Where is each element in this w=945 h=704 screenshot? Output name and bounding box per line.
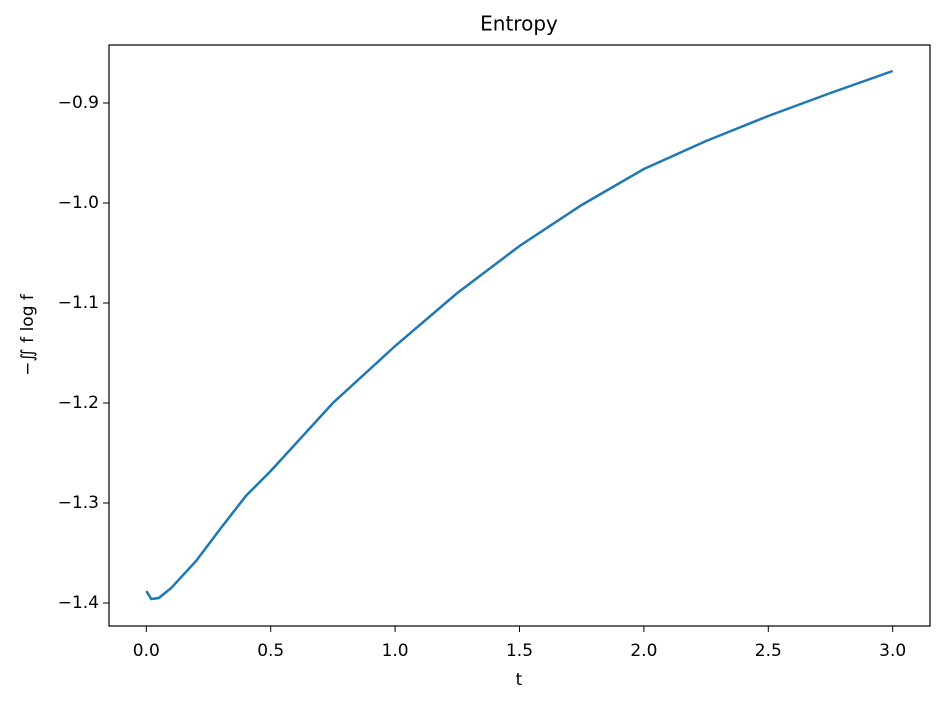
y-tick-label: −1.2 — [58, 393, 99, 413]
y-tick-label: −1.3 — [58, 493, 99, 513]
x-tick-label: 3.0 — [879, 641, 906, 661]
x-tick-label: 1.0 — [382, 641, 409, 661]
y-tick-label: −1.1 — [58, 293, 99, 313]
y-axis-label: −∬ f log f — [18, 293, 38, 376]
x-axis-label: t — [516, 670, 523, 690]
x-tick-label: 1.5 — [506, 641, 533, 661]
plot-frame — [108, 44, 931, 627]
x-tick-label: 0.0 — [133, 641, 160, 661]
y-tick-label: −0.9 — [58, 93, 99, 113]
y-tick-label: −1.0 — [58, 193, 99, 213]
x-tick-label: 0.5 — [257, 641, 284, 661]
y-tick-label: −1.4 — [58, 593, 99, 613]
chart-title: Entropy — [480, 12, 558, 36]
x-tick-label: 2.5 — [755, 641, 782, 661]
line-series — [145, 69, 894, 601]
x-tick-label: 2.0 — [630, 641, 657, 661]
